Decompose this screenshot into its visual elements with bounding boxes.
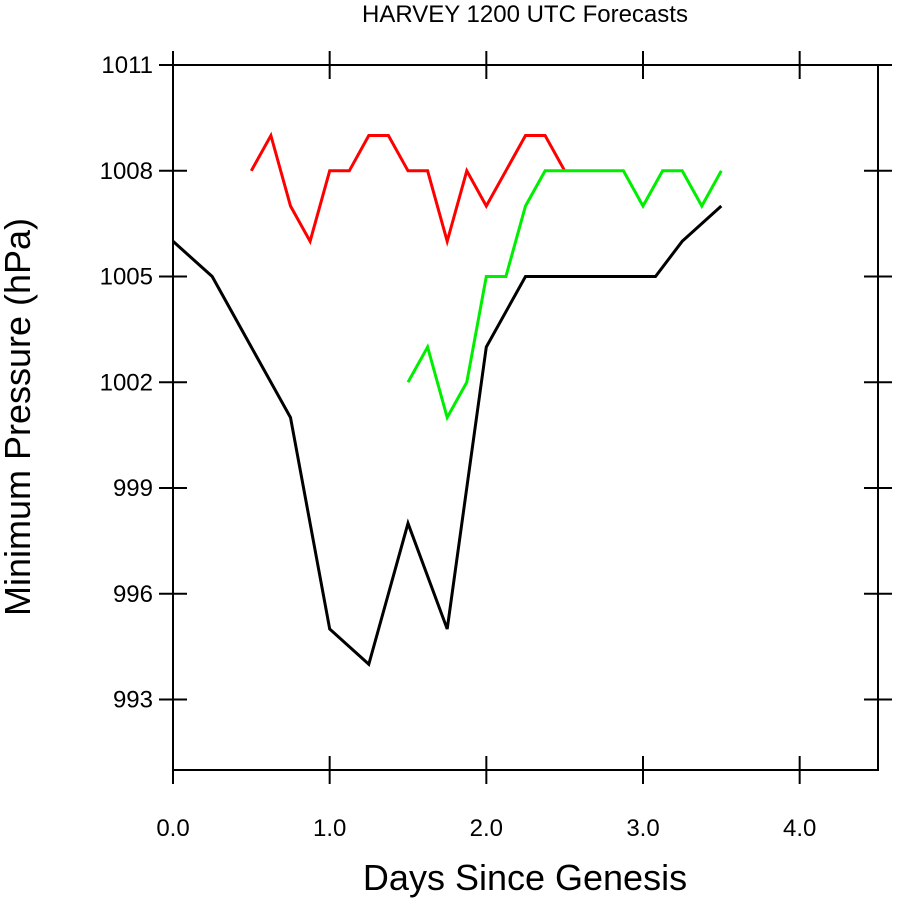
y-tick-label: 1008	[100, 158, 153, 185]
x-axis: 0.0 1.0 2.0 3.0 4.0	[156, 51, 816, 842]
x-tick-label: 0.0	[156, 815, 189, 842]
y-tick-label: 996	[113, 581, 153, 608]
y-tick-label: 1005	[100, 264, 153, 291]
x-tick-label: 4.0	[783, 815, 816, 842]
y-tick-label: 999	[113, 475, 153, 502]
y-tick-label: 1002	[100, 369, 153, 396]
series-line-1	[171, 204, 723, 668]
x-tick-label: 3.0	[626, 815, 659, 842]
y-tick-label: 1011	[101, 52, 153, 79]
y-axis-label: Minimum Pressure (hPa)	[0, 218, 38, 616]
plot-frame	[172, 64, 879, 771]
x-axis-label: Days Since Genesis	[363, 857, 687, 898]
series-layer	[171, 131, 723, 668]
series-line-3	[406, 169, 723, 422]
series-line-2	[249, 131, 567, 247]
x-tick-label: 2.0	[470, 815, 503, 842]
y-axis: 993 996 999 1002 1005 1008 1011	[100, 52, 892, 714]
chart-title: HARVEY 1200 UTC Forecasts	[362, 1, 688, 28]
y-tick-label: 993	[113, 687, 153, 714]
x-tick-label: 1.0	[313, 815, 346, 842]
